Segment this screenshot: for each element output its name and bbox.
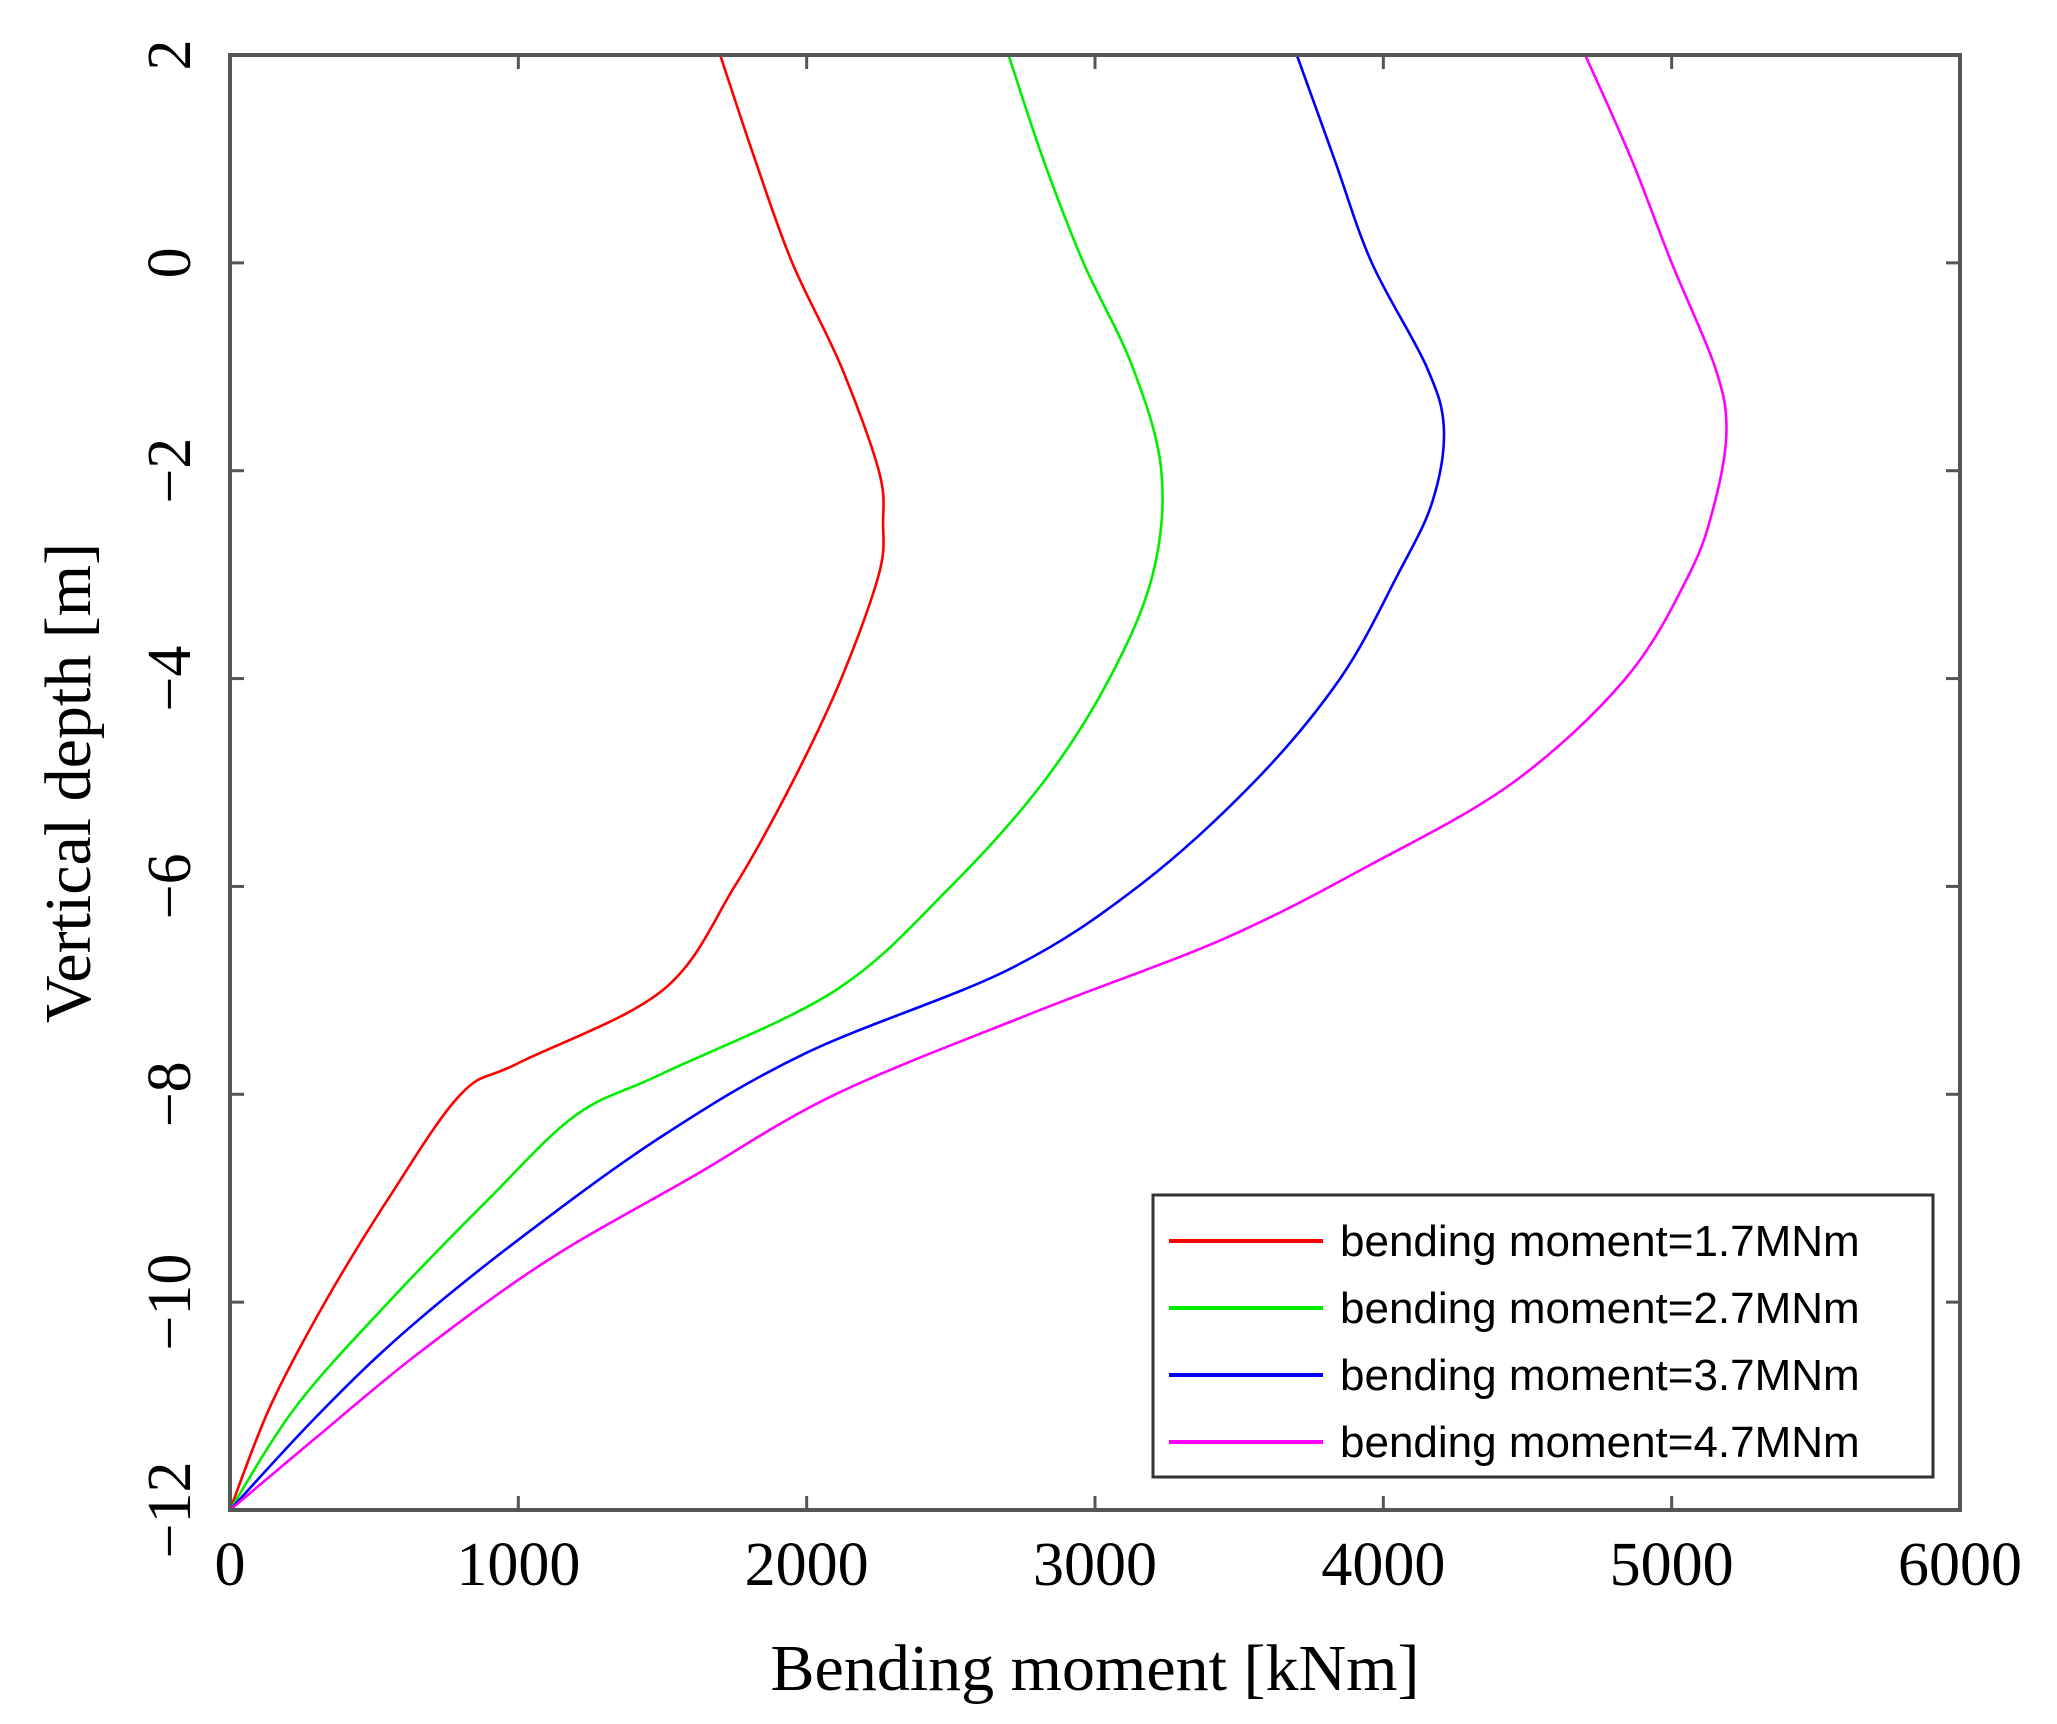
x-axis-title: Bending moment [kNm] bbox=[771, 1632, 1420, 1705]
y-tick-label: −8 bbox=[136, 1061, 204, 1127]
series-line-1 bbox=[228, 54, 885, 1511]
legend: bending moment=1.7MNm bending moment=2.7M… bbox=[1151, 1193, 1935, 1479]
x-tick-label: 0 bbox=[215, 1531, 246, 1599]
legend-label: bending moment=3.7MNm bbox=[1340, 1351, 1860, 1400]
x-tick-label: 6000 bbox=[1898, 1531, 2022, 1599]
y-tick-label: −4 bbox=[136, 646, 204, 712]
tick-layer: 0 1000 2000 3000 4000 5000 6000 2 0 −2 −4 −6 −8 −10 −1… bbox=[136, 40, 2022, 1600]
series-layer bbox=[228, 54, 1728, 1511]
x-tick-label: 4000 bbox=[1321, 1531, 1445, 1599]
legend-label: bending moment=2.7MNm bbox=[1340, 1284, 1860, 1333]
y-tick-label: −2 bbox=[136, 438, 204, 504]
x-tick-label: 3000 bbox=[1033, 1531, 1157, 1599]
series-line-3 bbox=[229, 54, 1446, 1511]
y-tick-label: 0 bbox=[136, 247, 204, 278]
series-line-4 bbox=[229, 54, 1728, 1511]
x-tick-label: 5000 bbox=[1610, 1531, 1734, 1599]
x-tick-label: 2000 bbox=[745, 1531, 869, 1599]
y-tick-label: −10 bbox=[136, 1254, 204, 1351]
x-tick-label: 1000 bbox=[456, 1531, 580, 1599]
y-tick-label: 2 bbox=[136, 40, 204, 71]
legend-label: bending moment=4.7MNm bbox=[1340, 1418, 1860, 1467]
y-tick-label: −12 bbox=[136, 1462, 204, 1559]
y-tick-label: −6 bbox=[136, 853, 204, 919]
legend-label: bending moment=1.7MNm bbox=[1340, 1217, 1860, 1266]
series-line-2 bbox=[228, 54, 1164, 1511]
y-axis-title: Vertical depth [m] bbox=[32, 543, 105, 1023]
